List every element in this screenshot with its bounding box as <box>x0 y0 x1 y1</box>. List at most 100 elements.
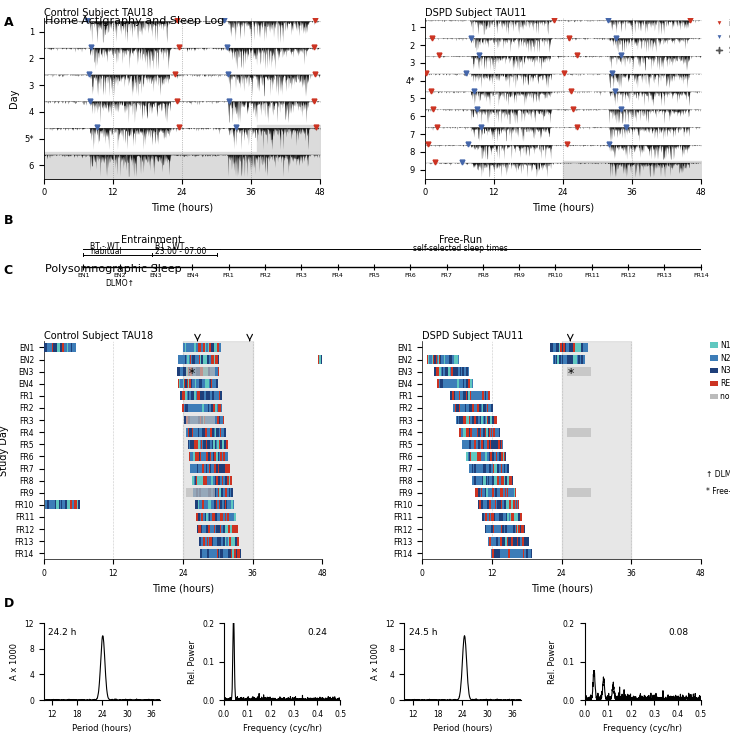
Bar <box>212 512 215 521</box>
Bar <box>464 380 466 388</box>
Bar <box>460 391 462 400</box>
Bar <box>499 452 501 461</box>
Bar <box>226 452 228 461</box>
Bar <box>209 464 210 473</box>
Bar <box>434 356 437 364</box>
Bar <box>491 404 493 413</box>
Bar <box>217 549 218 558</box>
Bar <box>190 343 191 352</box>
Bar <box>495 452 496 461</box>
Bar <box>228 464 229 473</box>
Bar <box>217 356 218 364</box>
Text: DSPD Subject TAU11: DSPD Subject TAU11 <box>423 331 524 341</box>
Bar <box>215 525 216 534</box>
Text: *: * <box>567 366 574 380</box>
Bar <box>483 416 484 424</box>
Bar <box>491 501 492 509</box>
Bar <box>203 476 205 485</box>
Bar <box>204 356 205 364</box>
Y-axis label: Day: Day <box>9 89 19 108</box>
Bar <box>199 452 201 461</box>
Bar <box>215 416 217 424</box>
Bar <box>463 380 464 388</box>
Bar <box>567 367 591 376</box>
Bar <box>585 343 587 352</box>
Bar <box>197 416 198 424</box>
Bar <box>212 501 214 509</box>
Bar <box>219 416 220 424</box>
Text: *: * <box>188 366 195 380</box>
Bar <box>453 380 456 388</box>
Bar <box>192 380 194 388</box>
Bar <box>193 428 196 437</box>
Bar <box>475 452 477 461</box>
Text: FR6: FR6 <box>404 273 416 279</box>
Bar <box>217 537 219 545</box>
Bar <box>193 404 196 413</box>
Bar <box>215 356 217 364</box>
Bar <box>216 525 218 534</box>
Bar <box>215 391 217 400</box>
Bar <box>212 416 214 424</box>
Bar <box>194 343 196 352</box>
Bar <box>467 391 468 400</box>
Text: FR11: FR11 <box>584 273 599 279</box>
Bar <box>191 404 192 413</box>
Bar <box>471 391 472 400</box>
Bar <box>518 537 520 545</box>
Bar <box>512 537 515 545</box>
Bar <box>556 343 558 352</box>
Bar <box>482 501 483 509</box>
Bar <box>485 416 488 424</box>
Bar <box>205 416 207 424</box>
Bar <box>437 380 439 388</box>
Bar <box>214 525 215 534</box>
Bar <box>478 416 480 424</box>
Bar <box>215 501 218 509</box>
Bar <box>212 549 214 558</box>
Bar <box>197 356 199 364</box>
Bar <box>479 452 481 461</box>
Bar <box>204 416 205 424</box>
Bar <box>495 512 496 521</box>
Bar <box>510 537 512 545</box>
Bar <box>480 440 481 449</box>
Bar <box>474 404 477 413</box>
Bar <box>498 549 500 558</box>
Bar <box>214 416 215 424</box>
Bar <box>510 476 512 485</box>
Bar <box>206 464 207 473</box>
Bar <box>196 404 198 413</box>
Bar <box>514 549 515 558</box>
Bar <box>555 356 556 364</box>
Bar <box>197 476 199 485</box>
Bar <box>561 356 562 364</box>
Bar <box>568 343 569 352</box>
Bar <box>457 404 458 413</box>
Bar <box>178 380 179 388</box>
Bar <box>201 452 202 461</box>
Bar <box>193 452 195 461</box>
Text: D: D <box>4 597 14 611</box>
Bar <box>500 549 503 558</box>
Bar <box>455 356 457 364</box>
Bar <box>60 343 62 352</box>
Bar <box>497 525 499 534</box>
Bar <box>561 343 562 352</box>
Bar <box>206 440 207 449</box>
Bar <box>218 464 219 473</box>
Bar <box>468 452 469 461</box>
Bar <box>193 488 194 497</box>
Bar <box>490 428 491 437</box>
Bar <box>220 512 223 521</box>
Bar <box>520 537 522 545</box>
Bar <box>567 428 591 437</box>
Bar <box>472 404 474 413</box>
Bar <box>67 501 69 509</box>
Bar <box>482 512 483 521</box>
Bar <box>483 428 485 437</box>
Bar <box>580 343 583 352</box>
Bar <box>209 476 211 485</box>
Bar <box>427 356 428 364</box>
Bar <box>75 501 77 509</box>
